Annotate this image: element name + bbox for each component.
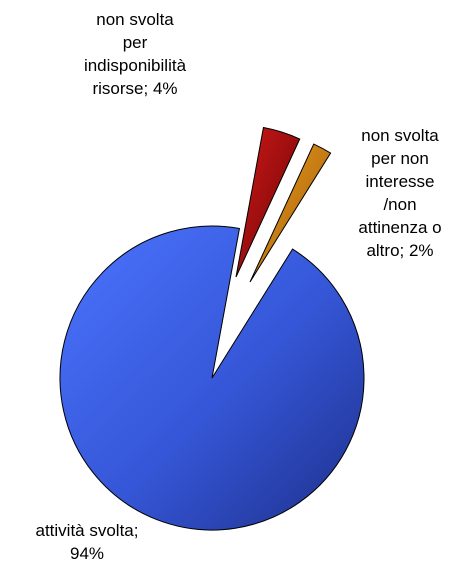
slice-attivita-svolta [59, 225, 365, 531]
slice-indisponibilita-risorse [235, 126, 301, 278]
slice-label-line: per non [371, 149, 429, 168]
slice-label-attivita-svolta: attività svolta; 94% [12, 519, 162, 565]
slice-label-line: attività svolta; [35, 521, 139, 540]
slice-label-non-interesse: non svolta per non interesse/non attinenza … [335, 124, 465, 262]
slice-non-interesse [249, 143, 332, 283]
slice-label-line: altro; 2% [366, 241, 434, 260]
slice-label-line: per [122, 33, 148, 52]
pie-slices [59, 126, 365, 531]
slice-label-line: non svolta [361, 126, 439, 145]
slice-label-line: interesse [365, 172, 435, 191]
slice-label-line: indisponibilità [83, 56, 187, 75]
slice-label-line: non svolta [96, 10, 174, 29]
slice-label-indisponibilita-risorse: non svolta per indisponibilità risorse; 4% [60, 8, 210, 100]
slice-label-line: attinenza o [358, 218, 442, 237]
slice-label-line: /non [383, 195, 417, 214]
slice-label-line: risorse; 4% [92, 79, 178, 98]
slice-label-line: 94% [69, 544, 105, 563]
